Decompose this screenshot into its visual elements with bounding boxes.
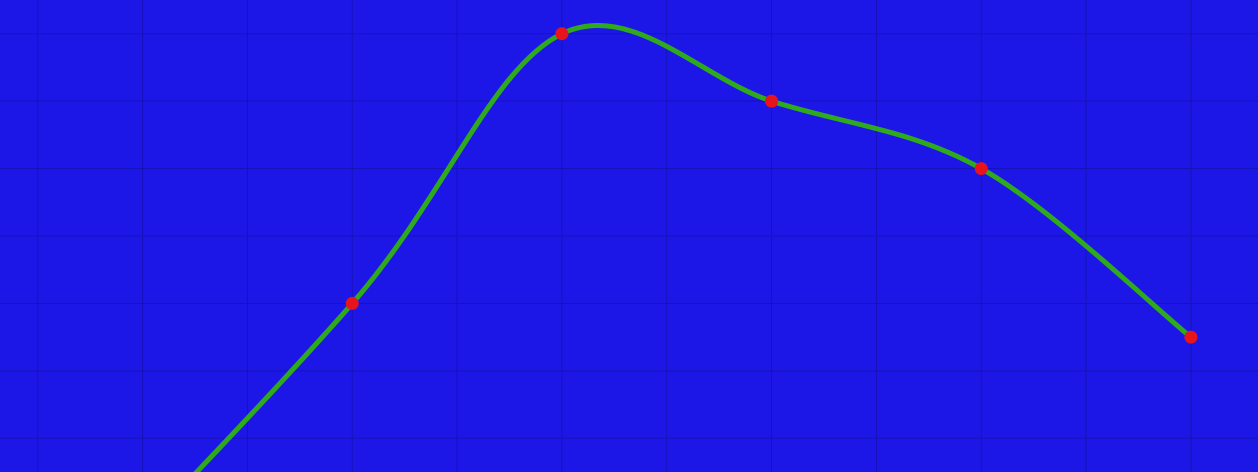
data-point-3: [974, 162, 988, 176]
data-point-2: [765, 94, 779, 108]
data-point-0: [345, 296, 359, 310]
series-line-0: [193, 22, 1194, 472]
data-point-1: [555, 27, 569, 41]
data-point-4: [1184, 330, 1198, 344]
marker-layer: [345, 27, 1198, 344]
series-layer: [193, 22, 1194, 472]
